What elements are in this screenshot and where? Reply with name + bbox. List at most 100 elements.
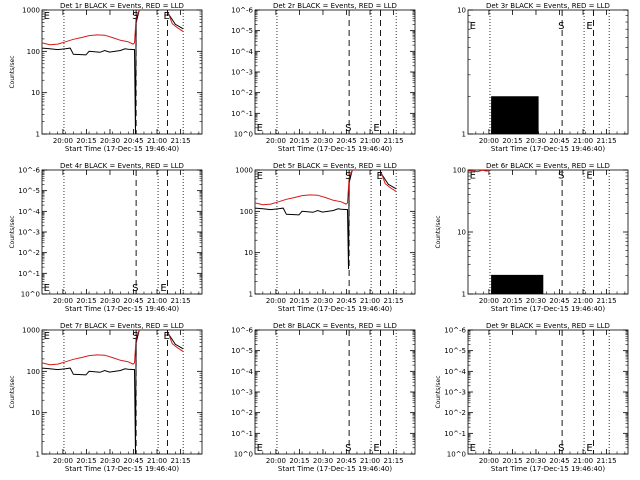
- y-tick-label: 10^-4: [18, 208, 40, 216]
- y-tick-label: 100: [27, 48, 40, 56]
- x-tick-label: 20:15: [76, 457, 96, 465]
- panel-det-8r: Det 8r BLACK = Events, RED = LLD 10^0 10^-…: [231, 322, 416, 473]
- x-tick-label: 20:30: [313, 137, 333, 145]
- x-axis-title: Start Time (17-Dec-15 19:46:40): [278, 305, 392, 313]
- marker-label-e: E: [257, 171, 263, 182]
- x-tick-label: 20:00: [53, 297, 73, 305]
- y-tick-label: 10^-2: [231, 409, 253, 417]
- x-tick-label: 20:00: [53, 457, 73, 465]
- y-axis-title: Counts/sec: [9, 215, 16, 248]
- series-lld-line: [467, 169, 491, 173]
- series-lld-line: [41, 9, 184, 46]
- x-tick-label: 20:30: [526, 137, 546, 145]
- x-tick-label: 20:15: [76, 297, 96, 305]
- y-tick-label: 100: [453, 167, 466, 175]
- y-tick-label: 10^-3: [231, 389, 253, 397]
- y-tick-label: 10^-2: [231, 89, 253, 97]
- x-tick-label: 20:45: [336, 457, 356, 465]
- marker-label-e: E: [44, 331, 50, 342]
- marker-label-e: E: [470, 171, 476, 182]
- marker-label-e: E: [257, 443, 263, 454]
- y-axis-title: Counts/sec: [435, 375, 442, 408]
- panel-det-2r: Det 2r BLACK = Events, RED = LLD 10^0 10^-…: [231, 2, 416, 153]
- plot-frame: [254, 169, 416, 295]
- y-tick-label: 10: [31, 409, 40, 417]
- series-events-spikes: [491, 96, 539, 134]
- x-tick-label: 20:00: [479, 457, 499, 465]
- marker-label-e: E: [586, 443, 592, 454]
- y-tick-label: 10^-6: [231, 327, 253, 335]
- y-tick-label: 1: [462, 291, 466, 299]
- panel-det-6r: Det 6r BLACK = Events, RED = LLD 1 10 100 Co…: [435, 162, 629, 313]
- x-tick-label: 20:30: [100, 137, 120, 145]
- y-tick-label: 10: [31, 89, 40, 97]
- y-tick-label: 1000: [22, 327, 40, 335]
- x-tick-label: 20:30: [100, 297, 120, 305]
- x-tick-label: 20:45: [549, 137, 569, 145]
- marker-label-e: E: [44, 11, 50, 22]
- x-axis-title: Start Time (17-Dec-15 19:46:40): [65, 305, 179, 313]
- x-tick-label: 20:15: [502, 137, 522, 145]
- x-tick-label: 21:00: [360, 137, 380, 145]
- y-tick-label: 10^-5: [18, 187, 40, 195]
- y-tick-label: 10^0: [234, 131, 253, 139]
- x-tick-label: 20:00: [266, 137, 286, 145]
- panel-title: Det 9r BLACK = Events, RED = LLD: [486, 322, 610, 330]
- x-tick-label: 21:15: [383, 297, 403, 305]
- plot-frame: [41, 169, 203, 295]
- x-tick-label: 21:00: [147, 137, 167, 145]
- y-tick-label: 1000: [235, 167, 253, 175]
- y-tick-label: 100: [240, 208, 253, 216]
- y-tick-label: 10^-6: [444, 327, 466, 335]
- y-tick-label: 1000: [22, 7, 40, 15]
- series-events-spikes: [491, 274, 544, 294]
- x-axis-title: Start Time (17-Dec-15 19:46:40): [65, 465, 179, 473]
- panel-title: Det 7r BLACK = Events, RED = LLD: [60, 322, 184, 330]
- series-events-line: [41, 329, 184, 455]
- x-tick-label: 20:00: [479, 297, 499, 305]
- panel-det-7r: Det 7r BLACK = Events, RED = LLD 1 10 100 10…: [9, 322, 203, 473]
- panel-title: Det 5r BLACK = Events, RED = LLD: [273, 162, 397, 170]
- x-tick-label: 20:45: [549, 297, 569, 305]
- x-tick-label: 20:00: [266, 297, 286, 305]
- marker-label-e: E: [470, 443, 476, 454]
- y-tick-label: 10: [244, 249, 253, 257]
- marker-label-e: E: [373, 443, 379, 454]
- x-tick-label: 21:00: [573, 457, 593, 465]
- panel-title: Det 2r BLACK = Events, RED = LLD: [273, 2, 397, 10]
- x-tick-label: 20:30: [313, 457, 333, 465]
- x-axis-title: Start Time (17-Dec-15 19:46:40): [491, 305, 605, 313]
- y-axis-title: Counts/sec: [9, 375, 16, 408]
- x-tick-label: 20:00: [479, 137, 499, 145]
- y-tick-label: 10^-1: [231, 430, 253, 438]
- x-tick-label: 21:15: [383, 137, 403, 145]
- marker-label-s: S: [132, 11, 138, 22]
- x-tick-label: 20:15: [502, 457, 522, 465]
- x-tick-label: 21:15: [170, 137, 190, 145]
- x-tick-label: 20:15: [289, 457, 309, 465]
- x-axis-title: Start Time (17-Dec-15 19:46:40): [491, 465, 605, 473]
- panel-title: Det 8r BLACK = Events, RED = LLD: [273, 322, 397, 330]
- x-tick-label: 21:15: [596, 137, 616, 145]
- marker-label-e: E: [373, 123, 379, 134]
- plot-frame: [254, 329, 416, 455]
- y-tick-label: 10^-3: [444, 389, 466, 397]
- x-tick-label: 20:00: [53, 137, 73, 145]
- x-tick-label: 21:00: [573, 137, 593, 145]
- plot-frame: [41, 329, 203, 455]
- marker-label-e: E: [163, 331, 169, 342]
- marker-label-e: E: [376, 171, 382, 182]
- y-tick-label: 10^-5: [444, 347, 466, 355]
- panel-det-4r: Det 4r BLACK = Events, RED = LLD 10^0 10^-…: [9, 162, 203, 313]
- x-tick-label: 20:45: [336, 297, 356, 305]
- x-tick-label: 21:00: [360, 297, 380, 305]
- marker-label-e: E: [586, 171, 592, 182]
- panel-title: Det 4r BLACK = Events, RED = LLD: [60, 162, 184, 170]
- x-tick-label: 21:00: [147, 297, 167, 305]
- x-tick-label: 21:15: [383, 457, 403, 465]
- y-tick-label: 10^-4: [444, 368, 466, 376]
- y-axis-title: Counts/sec: [9, 55, 16, 88]
- x-tick-label: 20:00: [266, 457, 286, 465]
- marker-label-s: S: [345, 443, 351, 454]
- y-tick-label: 10^-3: [18, 229, 40, 237]
